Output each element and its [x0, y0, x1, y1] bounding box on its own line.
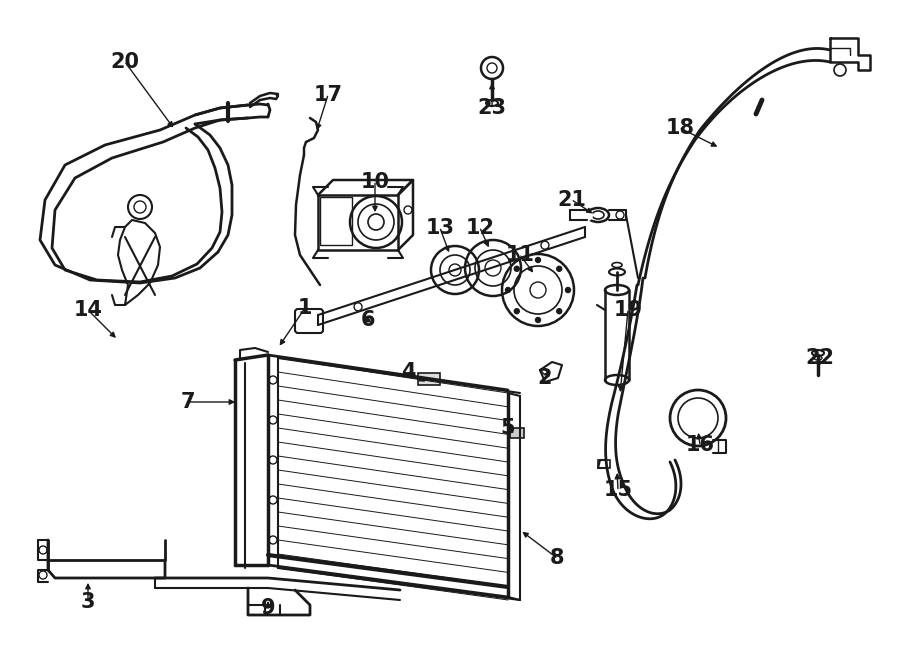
Text: 10: 10 [361, 172, 390, 192]
Bar [418, 373, 440, 385]
Text: 13: 13 [426, 218, 454, 238]
Text: 19: 19 [614, 300, 643, 320]
Text: 12: 12 [465, 218, 494, 238]
Text: 22: 22 [806, 348, 834, 368]
Text: 6: 6 [361, 310, 375, 330]
Text: 17: 17 [313, 85, 343, 105]
Text: 8: 8 [550, 548, 564, 568]
Text: 1: 1 [298, 298, 312, 318]
Circle shape [506, 288, 510, 293]
Circle shape [557, 309, 562, 314]
Text: 7: 7 [181, 392, 195, 412]
Circle shape [514, 266, 519, 271]
Text: 4: 4 [400, 362, 415, 382]
Text: 14: 14 [74, 300, 103, 320]
Text: 2: 2 [538, 368, 553, 388]
Circle shape [557, 266, 562, 271]
Bar [320, 197, 352, 245]
Text: 11: 11 [506, 245, 535, 265]
Text: 23: 23 [478, 98, 507, 118]
Text: 18: 18 [665, 118, 695, 138]
Circle shape [565, 288, 571, 293]
Text: 3: 3 [81, 592, 95, 612]
Text: 15: 15 [603, 480, 633, 500]
Circle shape [536, 317, 541, 323]
Circle shape [536, 258, 541, 262]
Text: 5: 5 [500, 418, 516, 438]
Circle shape [514, 309, 519, 314]
Text: 16: 16 [686, 435, 715, 455]
Bar [598, 460, 610, 468]
Text: 9: 9 [261, 598, 275, 618]
Text: 20: 20 [111, 52, 140, 72]
Bar [510, 428, 524, 438]
Text: 21: 21 [557, 190, 587, 210]
